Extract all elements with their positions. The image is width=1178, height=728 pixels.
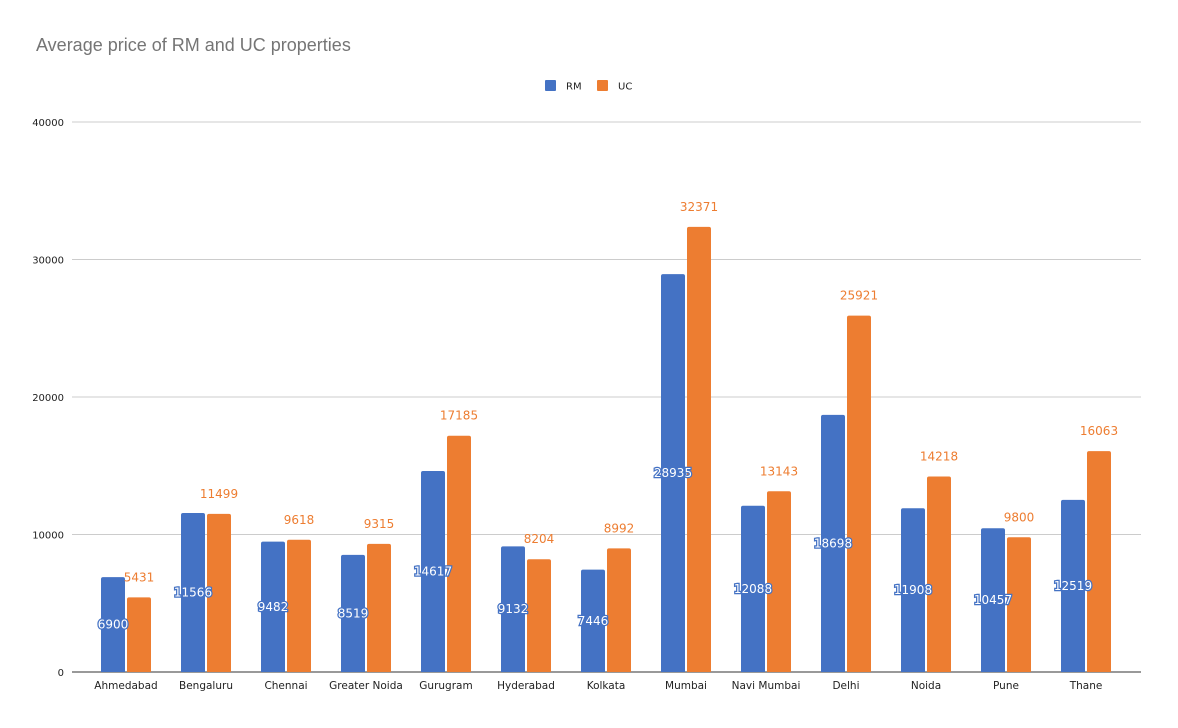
bar-uc [927, 476, 951, 672]
data-label-uc: 17185 [440, 409, 478, 423]
legend-swatch-uc [597, 80, 608, 91]
bar-uc [447, 435, 471, 672]
legend-swatch-rm [545, 80, 556, 91]
bar-rm [741, 505, 765, 672]
y-tick-label: 10000 [32, 531, 64, 542]
bar-uc [1007, 537, 1031, 672]
data-label-uc: 13143 [760, 464, 798, 478]
bar-rm [501, 546, 525, 672]
data-label-uc: 8204 [524, 532, 555, 546]
x-tick-label: Gurugram [419, 680, 472, 692]
data-label-rm: 7446 [578, 614, 609, 628]
bars [101, 226, 1111, 672]
data-label-uc: 16063 [1080, 424, 1118, 438]
data-label-uc: 25921 [840, 289, 878, 303]
bar-uc [1087, 451, 1111, 672]
data-label-rm: 11566 [174, 585, 212, 599]
bar-uc [527, 559, 551, 672]
data-label-rm: 11908 [894, 583, 932, 597]
legend-label-rm: RM [566, 82, 582, 93]
bar-rm [821, 414, 845, 672]
bar-uc [127, 597, 151, 672]
x-tick-label: Ahmedabad [94, 680, 157, 692]
y-tick-label: 40000 [32, 118, 64, 129]
gridlines: 0 10000 20000 30000 40000 Ahmedabad Bengaluru C… [32, 118, 1141, 692]
bar-uc [767, 491, 791, 672]
data-labels: 6900 5431 11566 11499 9482 9618 8519 9315 14617 1… [96, 200, 1118, 633]
data-label-rm: 8519 [338, 606, 369, 620]
legend: RM UC [545, 80, 632, 93]
x-tick-label: Navi Mumbai [732, 680, 801, 692]
data-label-rm: 28935 [654, 466, 692, 480]
data-label-rm: 10457 [974, 593, 1012, 607]
data-label-rm: 12088 [734, 582, 772, 596]
x-tick-label: Pune [993, 680, 1019, 692]
data-label-uc: 9315 [364, 517, 395, 531]
bar-uc [207, 513, 231, 672]
bar-rm [421, 471, 445, 672]
data-label-uc: 14218 [920, 450, 958, 464]
chart-title: Average price of RM and UC properties [36, 35, 351, 55]
y-tick-label: 20000 [32, 393, 64, 404]
data-label-rm: 12519 [1054, 579, 1092, 593]
x-tick-label: Mumbai [665, 680, 707, 692]
bar-rm [901, 508, 925, 672]
x-tick-label: Noida [911, 680, 941, 692]
x-tick-label: Chennai [264, 680, 307, 692]
data-label-uc: 11499 [200, 487, 238, 501]
bar-rm [981, 528, 1005, 672]
x-tick-label: Greater Noida [329, 680, 403, 692]
bar-uc [287, 539, 311, 672]
data-label-uc: 9800 [1004, 510, 1035, 524]
bar-rm [1061, 499, 1085, 672]
data-label-rm: 18698 [814, 536, 852, 550]
bar-uc [687, 226, 711, 672]
data-label-rm: 9132 [498, 602, 529, 616]
bar-rm [581, 569, 605, 672]
data-label-uc: 32371 [680, 200, 718, 214]
x-tick-label: Thane [1069, 680, 1103, 692]
legend-label-uc: UC [618, 82, 632, 93]
bar-uc [607, 548, 631, 672]
data-label-rm: 9482 [258, 600, 289, 614]
bar-rm [661, 274, 685, 672]
y-tick-label: 0 [58, 668, 64, 679]
data-label-uc: 8992 [604, 521, 635, 535]
data-label-rm: 14617 [414, 565, 452, 579]
x-tick-label: Delhi [832, 680, 859, 692]
x-tick-label: Kolkata [587, 680, 626, 692]
bar-rm [181, 512, 205, 672]
bar-rm [261, 541, 285, 672]
bar-uc [367, 543, 391, 672]
data-label-uc: 5431 [124, 570, 155, 584]
x-tick-label: Hyderabad [497, 680, 555, 692]
bar-rm [101, 577, 125, 672]
data-label-uc: 9618 [284, 513, 315, 527]
data-label-rm: 6900 [98, 618, 129, 632]
x-tick-label: Bengaluru [179, 680, 233, 692]
bar-uc [847, 315, 871, 672]
bar-rm [341, 554, 365, 672]
y-tick-label: 30000 [32, 256, 64, 267]
